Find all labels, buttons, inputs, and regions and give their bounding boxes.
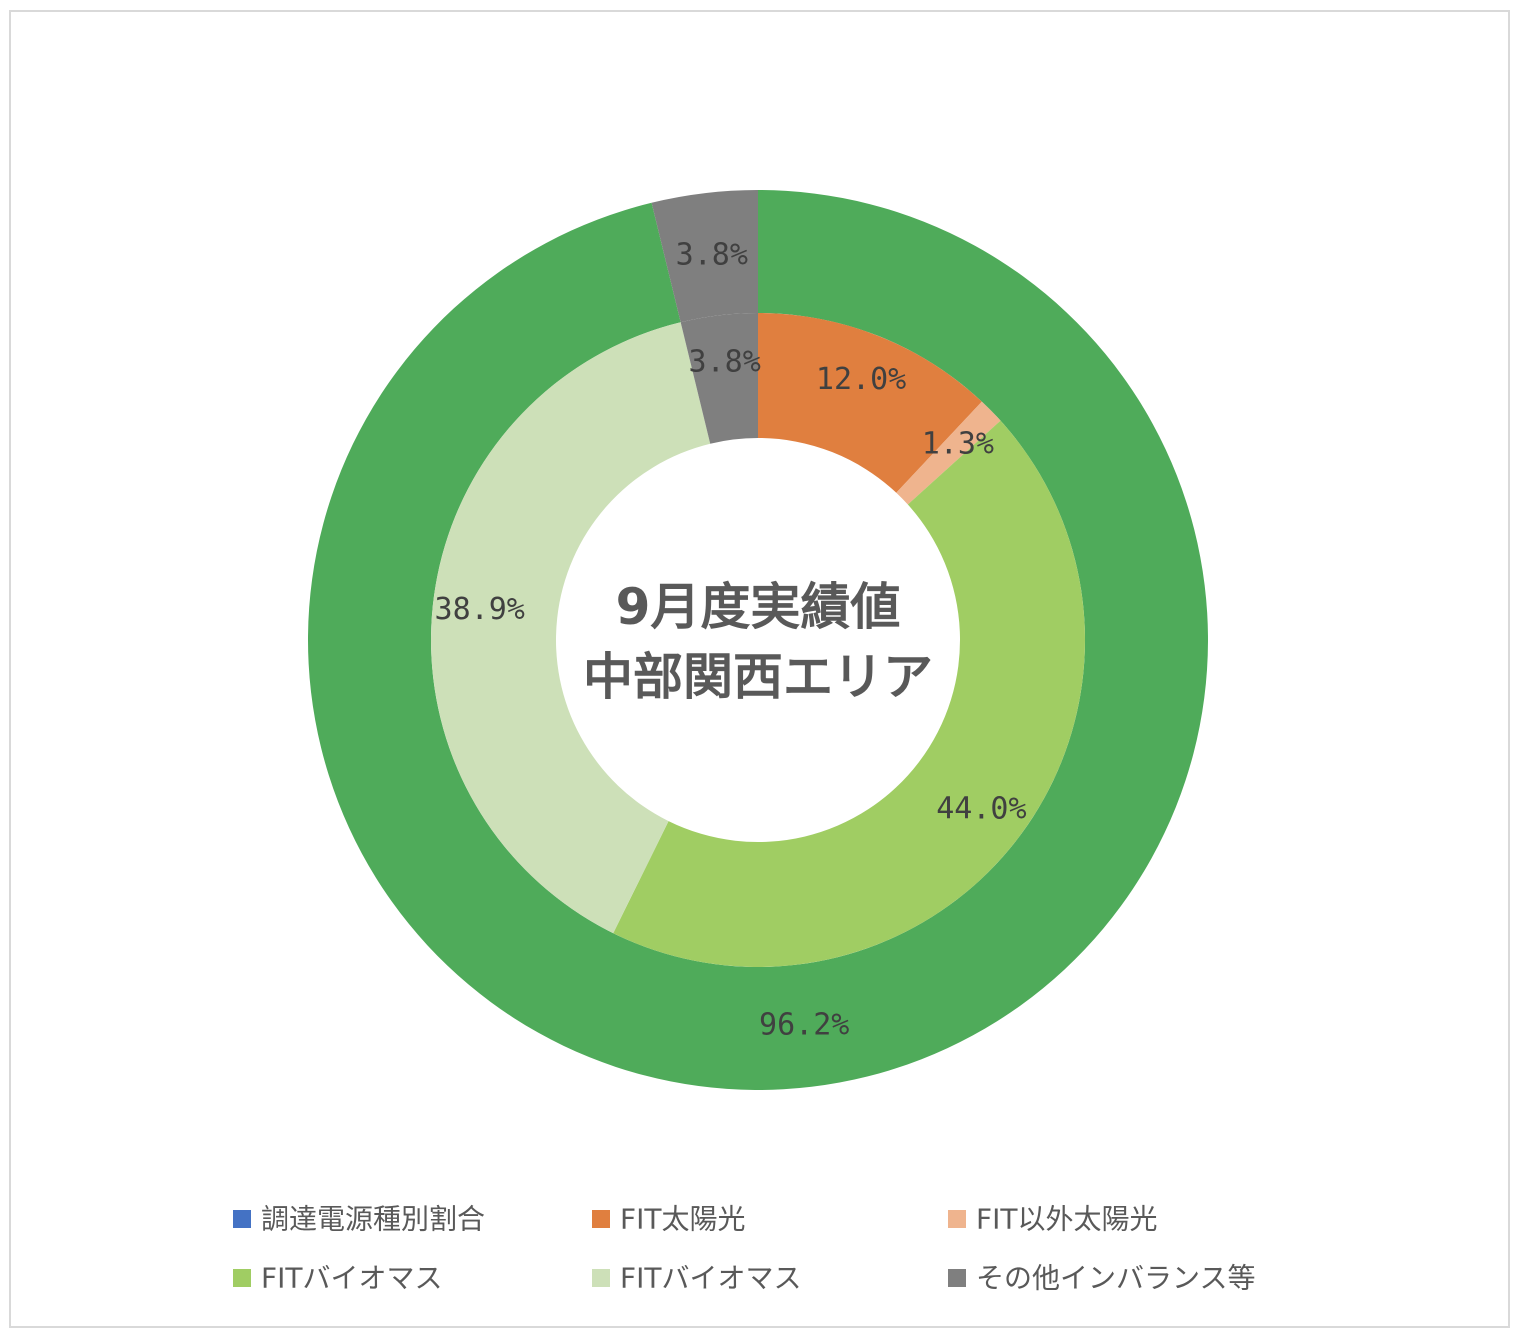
legend-label-2: FIT以外太陽光 — [976, 1203, 1157, 1236]
inner-ring-label-2: 44.0% — [936, 791, 1026, 826]
inner-ring-slice-2 — [613, 420, 1085, 968]
inner-ring-slice-1 — [896, 401, 1001, 505]
legend-label-0: 調達電源種別割合 — [261, 1203, 485, 1236]
legend-label-5: その他インバランス等 — [976, 1262, 1255, 1295]
legend-swatch-0 — [233, 1210, 251, 1228]
legend-swatch-3 — [233, 1269, 251, 1287]
inner-ring-label-4: 3.8% — [689, 344, 761, 379]
legend-label-1: FIT太陽光 — [620, 1203, 745, 1236]
inner-ring-slice-3 — [431, 322, 711, 934]
outer-ring-label-0: 96.2% — [759, 1008, 849, 1043]
legend-label-3: FITバイオマス — [261, 1262, 442, 1295]
inner-ring-label-3: 38.9% — [435, 592, 525, 627]
inner-ring-slice-4 — [680, 313, 758, 444]
outer-ring-label-1: 3.8% — [676, 237, 748, 272]
legend-label-4: FITバイオマス — [620, 1262, 801, 1295]
inner-ring-label-0: 12.0% — [816, 362, 906, 397]
inner-ring-slice-0 — [758, 313, 982, 493]
inner-ring-label-1: 1.3% — [922, 426, 994, 461]
legend-swatch-5 — [948, 1269, 966, 1287]
center-title-line-2: 中部関西エリア — [583, 648, 933, 706]
legend-swatch-1 — [592, 1210, 610, 1228]
outer-ring-slice-1 — [651, 190, 758, 323]
labels-layer: 96.2% 3.8% 12.0% 1.3% 44.0% 38.9% 3.8% — [435, 237, 1027, 1042]
legend: 調達電源種別割合 FIT太陽光 FIT以外太陽光 FITバイオマス FITバイオマス その… — [233, 1203, 1255, 1295]
center-title-line-1: 9月度実績値 — [616, 578, 901, 636]
center-title: 9月度実績値 中部関西エリア — [583, 578, 933, 706]
legend-swatch-4 — [592, 1269, 610, 1287]
legend-swatch-2 — [948, 1210, 966, 1228]
rings-layer — [308, 190, 1208, 1090]
